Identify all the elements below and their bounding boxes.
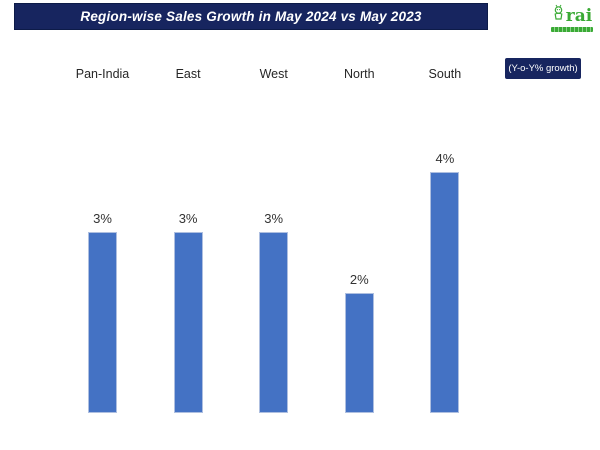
- chart-title-banner: Region-wise Sales Growth in May 2024 vs …: [14, 3, 488, 30]
- category-label: Pan-India: [75, 67, 130, 81]
- rai-logo: rai: [549, 4, 595, 32]
- bar: [173, 232, 203, 413]
- category-label: South: [428, 67, 462, 81]
- category-label: East: [175, 67, 201, 81]
- yoy-growth-badge-label: (Y-o-Y% growth): [508, 63, 578, 74]
- bar-value-label: 3%: [264, 211, 284, 227]
- bar-value-label: 4%: [435, 151, 455, 167]
- bar-value-label: 3%: [93, 211, 112, 227]
- bar: [344, 292, 374, 413]
- bar-value-label: 2%: [349, 271, 369, 287]
- chart-title: Region-wise Sales Growth in May 2024 vs …: [80, 9, 422, 24]
- bar: [259, 232, 289, 413]
- bar-value-label: 3%: [178, 211, 198, 227]
- bar: [88, 232, 117, 413]
- category-label: North: [344, 67, 375, 81]
- rai-mascot-icon: [552, 4, 565, 25]
- yoy-growth-badge: (Y-o-Y% growth): [505, 58, 581, 79]
- rai-logo-tagline-strip: [551, 27, 593, 32]
- bar: [430, 172, 460, 413]
- rai-logo-text: rai: [565, 6, 593, 26]
- category-label: West: [259, 67, 288, 81]
